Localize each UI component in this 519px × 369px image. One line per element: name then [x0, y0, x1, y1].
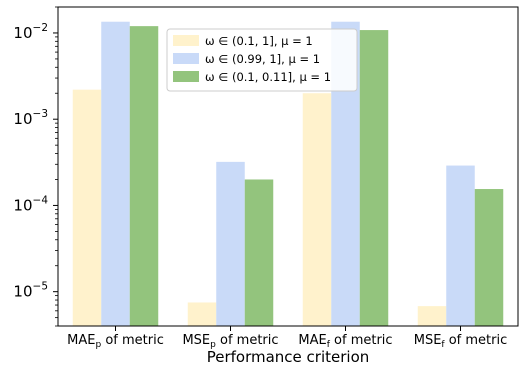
bar-2-series-3 [244, 179, 274, 326]
legend-label: ω ∈ (0.99, 1], μ = 1 [205, 52, 320, 66]
x-axis: MAEp of metric MSEp of metric MAEf of metr… [67, 326, 507, 350]
y-axis: 10−2 10−3 10−4 10−5 [13, 6, 58, 327]
x-tick-label: MAEp of metric [67, 333, 164, 350]
x-axis-title: Performance criterion [207, 348, 370, 366]
y-tick-label: 10−3 [13, 108, 48, 128]
plot-area-frame [57, 6, 519, 327]
bar-2-series-2 [216, 161, 245, 326]
legend: ω ∈ (0.1, 1], μ = 1 ω ∈ (0.99, 1], μ = 1 ω… [166, 28, 358, 92]
bar-4-series-1 [417, 306, 447, 326]
x-tick-label: MSEp of metric [182, 333, 278, 350]
legend-label: ω ∈ (0.1, 0.11], μ = 1 [205, 70, 331, 84]
legend-swatch [173, 71, 199, 82]
y-tick-label: 10−4 [13, 194, 48, 214]
legend-swatch [173, 35, 199, 46]
x-tick-label: MSEf of metric [414, 333, 508, 350]
legend-box [166, 28, 358, 92]
bar-4-series-3 [474, 189, 504, 326]
bar-1-series-1 [72, 89, 102, 327]
legend-label: ω ∈ (0.1, 1], μ = 1 [205, 34, 313, 48]
bar-2-series-1 [187, 302, 217, 326]
bar-1-series-3 [129, 26, 159, 326]
bar-3-series-1 [302, 93, 332, 326]
bar-1-series-2 [101, 21, 130, 326]
y-tick-label: 10−5 [13, 281, 48, 301]
legend-swatch [173, 53, 199, 64]
y-tick-label: 10−2 [13, 22, 48, 42]
bar-4-series-2 [446, 165, 475, 326]
bar-3-series-3 [359, 30, 389, 326]
x-tick-label: MAEf of metric [298, 333, 392, 350]
